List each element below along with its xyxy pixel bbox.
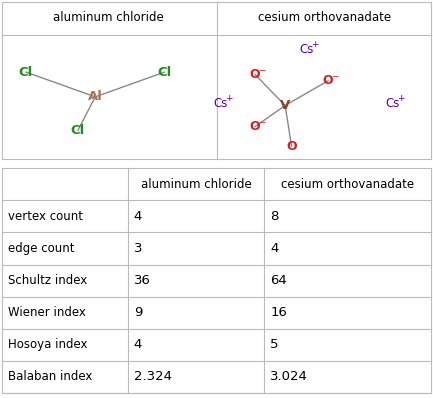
Text: 64: 64 bbox=[270, 274, 287, 287]
Text: O: O bbox=[250, 120, 260, 133]
Text: cesium orthovanadate: cesium orthovanadate bbox=[281, 178, 414, 191]
Text: Cs: Cs bbox=[385, 97, 400, 109]
Text: Cl: Cl bbox=[19, 66, 33, 79]
Text: O: O bbox=[250, 68, 260, 81]
Text: vertex count: vertex count bbox=[8, 210, 83, 223]
Text: cesium orthovanadate: cesium orthovanadate bbox=[258, 11, 391, 24]
Text: Al: Al bbox=[88, 90, 103, 103]
Text: 2.324: 2.324 bbox=[134, 371, 172, 383]
Text: Cs: Cs bbox=[213, 97, 228, 109]
Text: Cl: Cl bbox=[158, 66, 171, 79]
Text: +: + bbox=[225, 94, 233, 103]
Text: O: O bbox=[323, 74, 333, 87]
Text: 5: 5 bbox=[270, 338, 278, 351]
Text: 16: 16 bbox=[270, 306, 287, 319]
Text: Cl: Cl bbox=[71, 124, 85, 137]
Text: aluminum chloride: aluminum chloride bbox=[53, 11, 164, 24]
Text: O: O bbox=[286, 140, 297, 153]
Text: Wiener index: Wiener index bbox=[8, 306, 86, 319]
Text: −: − bbox=[259, 117, 266, 126]
Text: 36: 36 bbox=[134, 274, 151, 287]
Text: aluminum chloride: aluminum chloride bbox=[141, 178, 251, 191]
Text: +: + bbox=[397, 94, 404, 103]
Text: 4: 4 bbox=[270, 242, 278, 255]
Text: −: − bbox=[331, 71, 339, 80]
Text: 3.024: 3.024 bbox=[270, 371, 308, 383]
Text: Balaban index: Balaban index bbox=[8, 371, 92, 383]
Text: 4: 4 bbox=[134, 338, 142, 351]
Text: −: − bbox=[259, 65, 266, 74]
Text: 3: 3 bbox=[134, 242, 142, 255]
Text: Schultz index: Schultz index bbox=[8, 274, 87, 287]
Text: Cs: Cs bbox=[299, 43, 314, 57]
Text: 8: 8 bbox=[270, 210, 278, 223]
Text: 9: 9 bbox=[134, 306, 142, 319]
Text: 4: 4 bbox=[134, 210, 142, 223]
Text: V: V bbox=[280, 99, 290, 112]
Text: +: + bbox=[311, 40, 318, 49]
Text: Hosoya index: Hosoya index bbox=[8, 338, 87, 351]
Text: edge count: edge count bbox=[8, 242, 74, 255]
